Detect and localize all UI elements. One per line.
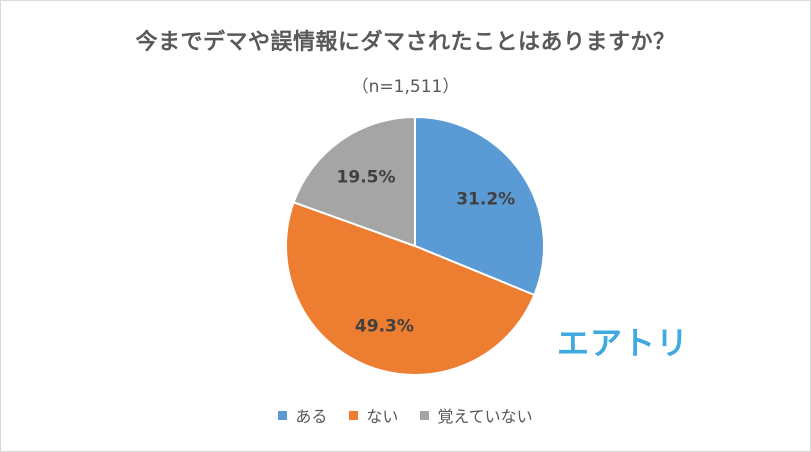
legend-item-nai: ない [349,403,398,427]
pie-slice-oboeteinai [292,115,416,248]
legend-swatch [349,410,359,420]
chart-legend: ある ない 覚えていない [0,403,811,427]
pie-label-nai: 49.3% [355,316,414,336]
chart-subtitle: （n=1,511） [351,77,460,97]
legend-swatch [420,410,430,420]
pie-slice-nai [285,201,536,376]
legend-label: 覚えていない [437,407,533,426]
pie-label-aru: 31.2% [456,190,515,210]
legend-label: ない [366,407,399,426]
brand-logo: エアトリ [557,324,690,362]
legend-item-aru: ある [278,403,327,427]
chart-title: 今までデマや誤情報にダマされたことはありますか？ [135,30,676,55]
pie-slice-aru [414,115,545,297]
legend-swatch [278,410,288,420]
legend-item-oboeteinai: 覚えていない [420,403,533,427]
pie-label-oboeteinai: 19.5% [337,167,396,187]
legend-label: ある [295,407,328,426]
